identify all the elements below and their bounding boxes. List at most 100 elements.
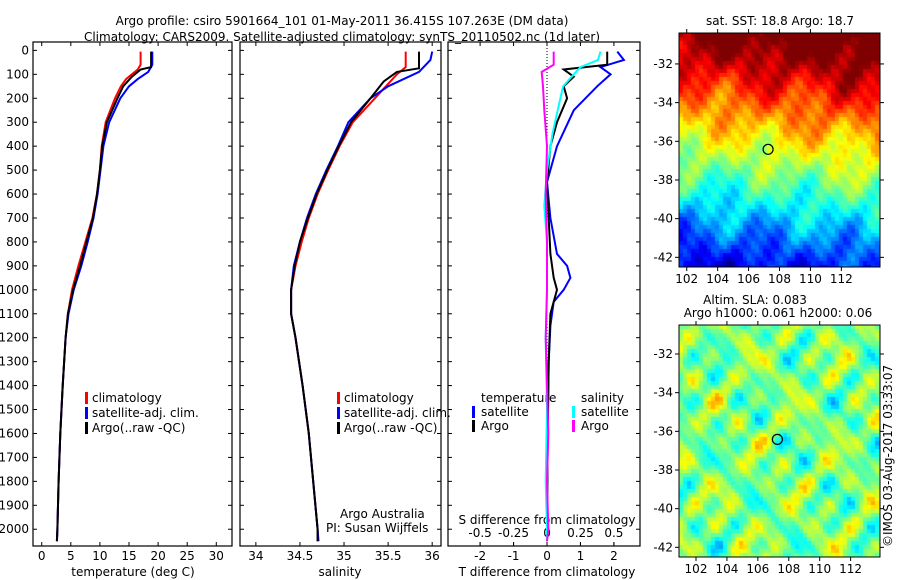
x-tick-label: 20 xyxy=(150,549,165,563)
x-tick-label: 36 xyxy=(425,549,440,563)
legend-swatch-satellite xyxy=(85,407,88,419)
x-tick-label: -2 xyxy=(474,549,486,563)
x-tick-label: 34.5 xyxy=(287,549,314,563)
sla-map-title-1: Altim. SLA: 0.083 xyxy=(703,293,807,307)
legend-swatch-climatology xyxy=(337,392,340,404)
series-line-argo-raw-qc- xyxy=(290,51,420,542)
x-tick-label: 0 xyxy=(38,549,46,563)
lat-tick-label: -36 xyxy=(653,424,673,438)
y-tick-label: 1000 xyxy=(0,283,29,297)
t-diff-xlabel: T difference from climatology xyxy=(458,565,636,579)
y-tick-label: 400 xyxy=(6,139,29,153)
x-tick-label: 34 xyxy=(248,549,263,563)
sst_map-axes: 102 104 106 108 110 112 -32 -34 -36 -38 -40 -42 xyxy=(653,29,884,286)
lon-tick-label: 110 xyxy=(799,272,822,286)
temperature-axes-box xyxy=(32,41,233,547)
lon-tick-label: 104 xyxy=(715,562,738,576)
y-tick-label: 500 xyxy=(6,163,29,177)
lon-tick-label: 108 xyxy=(768,272,791,286)
legend-swatch-satellite xyxy=(337,407,340,419)
y-tick-label: 300 xyxy=(6,115,29,129)
y-tick-label: 900 xyxy=(6,259,29,273)
x-tick-label: 30 xyxy=(209,549,224,563)
lat-tick-label: -32 xyxy=(653,57,673,71)
legend-swatch-climatology xyxy=(85,392,88,404)
lat-tick-label: -38 xyxy=(653,173,673,187)
difference-legend: temperature satellite Argo salinity sate… xyxy=(472,391,629,433)
lat-tick-label: -40 xyxy=(653,212,673,226)
temperature-legend: climatology satellite-adj. clim. Argo(..… xyxy=(85,391,199,435)
x2-tick-label: -0.5 xyxy=(468,526,491,540)
copyright-text: ©IMOS 03-Aug-2017 03:33:07 xyxy=(881,365,895,547)
x2-tick-label: 0.25 xyxy=(567,526,594,540)
legend-swatch-argo xyxy=(337,422,340,434)
series-line-climatology xyxy=(55,51,142,542)
lat-tick-label: -42 xyxy=(653,250,673,264)
y-tick-label: 1100 xyxy=(0,307,29,321)
difference-axes-box xyxy=(447,41,641,547)
annotation-pi: PI: Susan Wijffels xyxy=(326,521,428,535)
x2-tick-label: 0.5 xyxy=(604,526,623,540)
x-tick-label: -1 xyxy=(508,549,520,563)
y-tick-label: 600 xyxy=(6,187,29,201)
legend-label: climatology xyxy=(92,391,162,405)
sla_map-axes: 102 104 106 108 110 112 -32 -34 -36 -38 -40 -42 xyxy=(653,321,884,576)
legend-label: Argo xyxy=(481,419,509,433)
annotation-argo-australia: Argo Australia xyxy=(340,507,425,521)
lon-tick-label: 102 xyxy=(675,272,698,286)
legend-swatch-t-argo xyxy=(472,420,475,432)
y-tick-label: 1300 xyxy=(0,355,29,369)
argo-location-marker xyxy=(771,433,783,445)
lat-tick-label: -36 xyxy=(653,134,673,148)
x-tick-label: 25 xyxy=(180,549,195,563)
x-tick-label: 5 xyxy=(67,549,75,563)
legend-label: Argo(..raw -QC) xyxy=(344,421,437,435)
map-frame xyxy=(678,324,881,558)
temperature-xlabel: temperature (deg C) xyxy=(71,565,194,579)
x-tick-label: 15 xyxy=(121,549,136,563)
y-tick-label: 0 xyxy=(21,43,29,57)
y-tick-label: 200 xyxy=(6,91,29,105)
sla-map-heatmap xyxy=(679,325,880,557)
lon-tick-label: 108 xyxy=(777,562,800,576)
legend-swatch-s-satellite xyxy=(572,406,575,418)
temperature-panel: 0 5 10 15 20 25 300100200300400500600700800900… xyxy=(0,41,233,563)
legend-swatch-t-satellite xyxy=(472,406,475,418)
series-line-climatology xyxy=(290,51,407,542)
legend-label: Argo(..raw -QC) xyxy=(92,421,185,435)
title-line-2: Climatology: CARS2009. Satellite-adjuste… xyxy=(84,30,600,44)
y-tick-label: 1900 xyxy=(0,498,29,512)
legend-swatch-s-argo xyxy=(572,420,575,432)
series-line-s-argo xyxy=(540,51,555,542)
lon-tick-label: 112 xyxy=(839,562,862,576)
y-tick-label: 700 xyxy=(6,211,29,225)
legend-label: Argo xyxy=(581,419,609,433)
x-tick-label: 0 xyxy=(543,549,551,563)
salinity-legend: climatology satellite-adj. clim. Argo(..… xyxy=(337,391,451,435)
y-tick-label: 1400 xyxy=(0,379,29,393)
x2-tick-label: -0.25 xyxy=(498,526,529,540)
legend-label: climatology xyxy=(344,391,414,405)
legend-label: satellite-adj. clim. xyxy=(92,406,199,420)
sst-map-title: sat. SST: 18.8 Argo: 18.7 xyxy=(706,14,854,28)
argo-location-marker xyxy=(762,143,774,155)
lon-tick-label: 102 xyxy=(685,562,708,576)
difference-panel: -2 -1 0 1 2-0.5 -0.25 0 0.25 0.5 xyxy=(447,41,641,563)
x-tick-label: 1 xyxy=(577,549,585,563)
lat-tick-label: -34 xyxy=(653,386,673,400)
salinity-xlabel: salinity xyxy=(318,565,361,579)
legend-label: satellite xyxy=(581,405,629,419)
salinity-panel: 34 34.5 35 35.5 36 xyxy=(239,41,442,563)
series-line-argo-raw-qc- xyxy=(55,51,153,542)
salinity-axes-box xyxy=(239,41,442,547)
lat-tick-label: -40 xyxy=(653,502,673,516)
y-tick-label: 1700 xyxy=(0,450,29,464)
y-tick-label: 1800 xyxy=(0,474,29,488)
series-line-t-satellite xyxy=(545,50,626,542)
legend-label: satellite-adj. clim. xyxy=(344,406,451,420)
y-tick-label: 1600 xyxy=(0,426,29,440)
lat-tick-label: -34 xyxy=(653,96,673,110)
legend-label: satellite xyxy=(481,405,529,419)
